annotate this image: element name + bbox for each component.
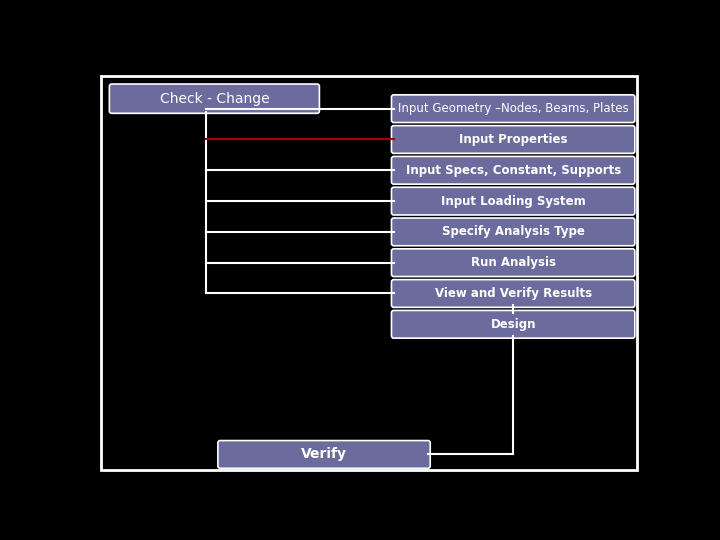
FancyBboxPatch shape	[392, 280, 635, 307]
Text: Input Loading System: Input Loading System	[441, 194, 585, 207]
FancyBboxPatch shape	[392, 157, 635, 184]
FancyBboxPatch shape	[392, 249, 635, 276]
FancyBboxPatch shape	[392, 187, 635, 215]
FancyBboxPatch shape	[218, 441, 431, 468]
Text: View and Verify Results: View and Verify Results	[435, 287, 592, 300]
Text: Design: Design	[490, 318, 536, 331]
Text: Specify Analysis Type: Specify Analysis Type	[441, 225, 585, 238]
Text: Input Specs, Constant, Supports: Input Specs, Constant, Supports	[405, 164, 621, 177]
Text: Input Geometry –Nodes, Beams, Plates: Input Geometry –Nodes, Beams, Plates	[397, 102, 629, 115]
FancyBboxPatch shape	[392, 310, 635, 338]
FancyBboxPatch shape	[101, 76, 637, 470]
Text: Check - Change: Check - Change	[160, 92, 269, 106]
FancyBboxPatch shape	[392, 95, 635, 123]
FancyBboxPatch shape	[392, 126, 635, 153]
FancyBboxPatch shape	[109, 84, 320, 113]
Text: Verify: Verify	[301, 448, 347, 461]
Text: Input Properties: Input Properties	[459, 133, 567, 146]
Text: Run Analysis: Run Analysis	[471, 256, 556, 269]
FancyBboxPatch shape	[392, 218, 635, 246]
